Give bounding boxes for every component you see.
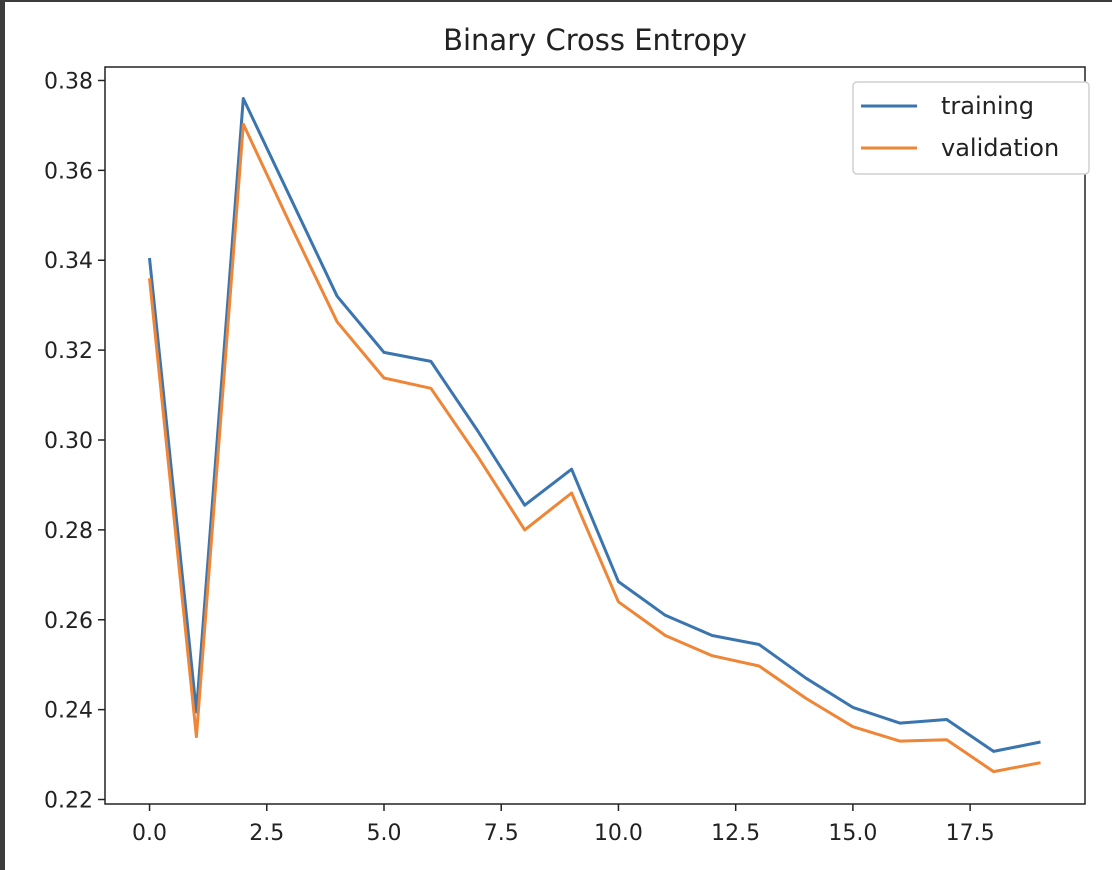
legend-label-validation: validation	[941, 134, 1059, 162]
y-axis: 0.22 0.24 0.26 0.28 0.30 0.32 0.34 0.36 0.38	[44, 69, 105, 814]
y-tick-label: 0.28	[44, 519, 93, 544]
x-tick-label: 17.5	[946, 821, 995, 846]
series-line-validation	[148, 122, 1041, 774]
legend: training validation	[852, 81, 1090, 175]
series-layer	[148, 97, 1041, 774]
series-line-training	[148, 97, 1041, 753]
y-tick-label: 0.38	[44, 69, 93, 94]
x-axis: 0.0 2.5 5.0 7.5 10.0 12.5 15.0 17.5	[132, 804, 995, 846]
y-tick-label: 0.24	[44, 699, 93, 724]
y-tick-label: 0.32	[44, 339, 93, 364]
y-tick-label: 0.22	[44, 789, 93, 814]
y-tick-label: 0.26	[44, 609, 93, 634]
x-tick-label: 10.0	[594, 821, 643, 846]
x-tick-label: 7.5	[484, 821, 519, 846]
x-tick-label: 0.0	[132, 821, 167, 846]
x-tick-label: 12.5	[711, 821, 760, 846]
plot-area-border	[104, 66, 1086, 805]
x-tick-label: 5.0	[366, 821, 401, 846]
y-tick-label: 0.30	[44, 429, 93, 454]
x-tick-label: 15.0	[828, 821, 877, 846]
chart-title: Binary Cross Entropy	[443, 23, 747, 57]
y-tick-label: 0.34	[44, 249, 93, 274]
y-tick-label: 0.36	[44, 159, 93, 184]
legend-label-training: training	[941, 92, 1034, 120]
x-tick-label: 2.5	[249, 821, 284, 846]
line-chart: Binary Cross Entropy 0.22 0.24 0.26 0.28 0.3…	[44, 23, 1090, 846]
